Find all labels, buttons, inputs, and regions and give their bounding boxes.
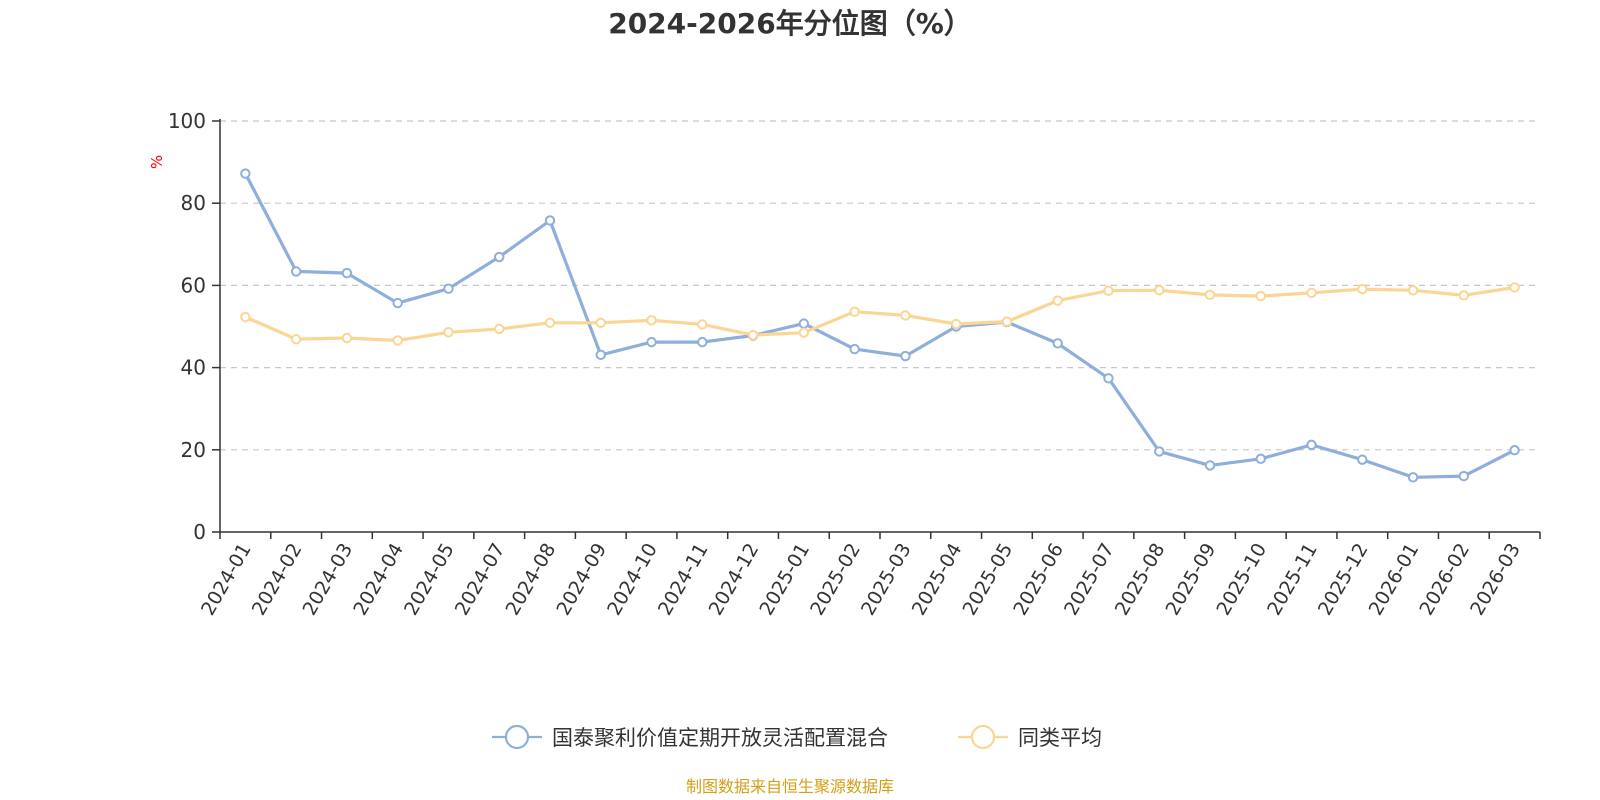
x-tick-label: 2025-01 [755,540,814,620]
data-point [1458,290,1470,301]
chart-title: 2024-2026年分位图（%） [608,7,972,40]
y-tick-label: 60 [181,273,206,297]
x-tick-label: 2026-01 [1365,540,1424,620]
data-point [1204,289,1216,301]
legend-item-2[interactable]: 同类平均 [958,724,1102,750]
data-point [1509,282,1520,293]
series-1 [240,168,1520,483]
data-point [494,323,505,335]
data-point [798,327,810,338]
data-point [1154,446,1165,457]
data-point [341,332,353,344]
x-tick-label: 2024-02 [248,540,307,620]
data-point [544,317,556,329]
series-2 [240,282,1520,346]
data-point [798,318,810,329]
legend-label: 国泰聚利价值定期开放灵活配置混合 [552,726,888,750]
x-tick-label: 2026-02 [1415,540,1474,620]
x-tick-label: 2025-11 [1263,540,1322,620]
x-tick-label: 2025-08 [1111,540,1170,620]
data-point [494,251,505,263]
x-tick-label: 2026-03 [1466,540,1525,620]
axes: 0 20 40 60 80 100 2024-012024-022024-032024-04… [168,109,1541,620]
data-point [443,327,454,338]
x-tick-label: 2024-04 [349,540,408,620]
data-point [443,283,454,294]
data-point [697,319,708,330]
data-point [392,335,403,346]
x-tick-label: 2025-12 [1314,540,1373,620]
data-point [1357,454,1368,465]
data-point [1357,283,1368,295]
data-point [1306,287,1317,298]
x-tick-label: 2025-07 [1060,540,1119,620]
x-tick-label: 2025-06 [1009,540,1068,620]
x-tick-label: 2025-02 [806,540,865,620]
y-tick-label: 80 [181,191,206,215]
data-point [1052,338,1063,349]
legend-circle-icon [504,724,530,750]
data-point [697,336,708,348]
data-point [1306,439,1317,451]
data-point [595,317,606,329]
data-point [849,343,860,355]
y-tick-label: 100 [168,109,206,133]
y-axis-unit-label: % [148,155,166,169]
legend-circle-icon [970,724,996,750]
data-point [900,310,911,321]
data-point [240,311,251,323]
data-point [1407,285,1419,296]
data-point [646,315,657,326]
data-point [1509,445,1520,456]
x-tick-label: 2025-05 [959,540,1018,620]
series-lines [240,168,1520,483]
y-tick-label: 0 [193,520,206,544]
legend-item-1[interactable]: 国泰聚利价值定期开放灵活配置混合 [492,724,888,750]
x-tick-label: 2024-05 [400,540,459,620]
x-tick-label: 2024-01 [197,540,256,620]
legend[interactable]: 国泰聚利价值定期开放灵活配置混合 同类平均 [492,724,1102,750]
data-point [1154,285,1165,296]
x-tick-label: 2024-11 [654,540,713,620]
data-point [1052,295,1063,306]
data-point [1103,373,1114,384]
data-point [290,266,302,277]
data-point [1255,453,1266,465]
x-tick-label: 2024-12 [705,540,764,620]
x-tick-label: 2024-09 [552,540,611,620]
legend-label: 同类平均 [1018,726,1102,750]
y-tick-label: 20 [181,438,206,462]
x-tick-label: 2024-07 [451,540,510,620]
data-point [595,349,606,361]
data-point [1458,470,1470,482]
source-note: 制图数据来自恒生聚源数据库 [686,777,894,796]
y-tick-label: 40 [181,356,206,380]
x-tick-label: 2024-10 [603,540,662,620]
data-point [1255,290,1266,302]
data-point [1407,472,1419,483]
x-tick-label: 2025-03 [857,540,916,620]
data-point [1103,285,1114,296]
x-tick-label: 2025-10 [1212,540,1271,620]
data-point [392,297,403,309]
data-point [646,336,657,348]
x-tick-label: 2025-09 [1162,540,1221,620]
data-point [341,267,353,279]
data-point [240,168,251,179]
data-point [747,329,759,341]
data-point [849,306,860,317]
series-line [243,172,1516,479]
data-point [1001,316,1013,327]
grid-lines [220,120,1540,451]
data-point [950,318,962,330]
data-point [544,215,556,226]
x-tick-label: 2025-04 [908,540,967,620]
series-line [244,285,1515,343]
data-point [290,334,302,345]
x-tick-label: 2024-03 [299,540,358,620]
data-point [900,350,911,362]
x-tick-label: 2024-08 [502,540,561,620]
data-point [1204,460,1216,471]
